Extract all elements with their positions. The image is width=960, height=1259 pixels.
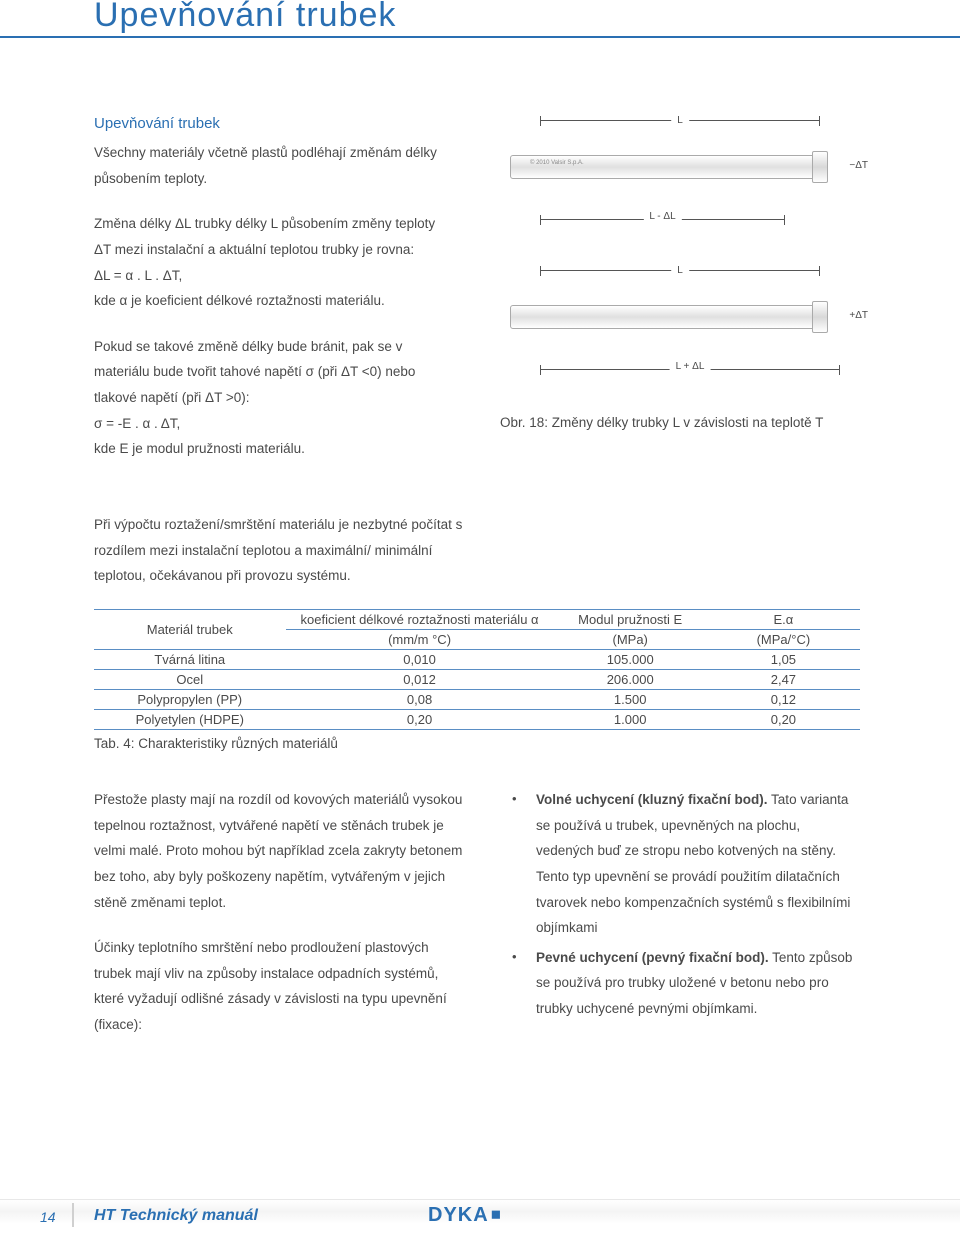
th-ea: E.α <box>707 609 860 629</box>
figure-diagram: L © 2010 Valsir S.p.A. −ΔT L - ΔL L <box>500 115 860 375</box>
table-body: Tvárná litina0,010105.0001,05 Ocel0,0122… <box>94 649 860 729</box>
figure-caption: Obr. 18: Změny délky trubky L v závislos… <box>500 415 860 430</box>
page-title: Upevňování trubek <box>94 0 396 35</box>
pipe-mark: © 2010 Valsir S.p.A. <box>530 160 584 166</box>
diamond-icon: ◆ <box>486 1204 506 1224</box>
table-row: Ocel0,012206.0002,47 <box>94 669 860 689</box>
table-caption: Tab. 4: Charakteristiky různých materiál… <box>94 736 860 751</box>
dim-label-LdL1: L - ΔL <box>643 211 681 222</box>
side-label-2: +ΔT <box>849 310 868 321</box>
eq2: σ = -E . α . ΔT, <box>94 416 180 431</box>
pipe-diagram-1: L © 2010 Valsir S.p.A. −ΔT L - ΔL <box>500 115 860 225</box>
bullet-item: Pevné uchycení (pevný fixační bod). Tent… <box>504 945 860 1022</box>
pipe-diagram-2: L +ΔT L + ΔL <box>500 265 860 375</box>
eq1: ΔL = α . L . ΔT, <box>94 268 182 283</box>
th-material: Materiál trubek <box>94 609 286 649</box>
section-heading: Upevňování trubek <box>94 115 440 132</box>
left-column: Upevňování trubek Všechny materiály včet… <box>94 115 440 482</box>
table-row: Polypropylen (PP)0,081.5000,12 <box>94 689 860 709</box>
footer-title: HT Technický manuál <box>94 1207 258 1225</box>
dim-label-L2: L <box>671 265 689 276</box>
page-footer: 14 HT Technický manuál DYKA◆ <box>0 1199 960 1259</box>
table-row: Polyetylen (HDPE)0,201.0000,20 <box>94 709 860 729</box>
bullet-bold: Volné uchycení (kluzný fixační bod). <box>536 792 768 807</box>
page-number: 14 <box>40 1209 56 1225</box>
bottom-right-col: Volné uchycení (kluzný fixační bod). Tat… <box>504 787 860 1058</box>
materials-table: Materiál trubek koeficient délkové rozta… <box>94 609 860 730</box>
dim-label-LdL2: L + ΔL <box>670 361 711 372</box>
bullet-list: Volné uchycení (kluzný fixační bod). Tat… <box>504 787 860 1022</box>
paragraph-intro: Všechny materiály včetně plastů podléhaj… <box>94 140 440 191</box>
dim-label-L1: L <box>671 115 689 126</box>
th-alpha-unit: (mm/m °C) <box>286 629 554 649</box>
paragraph-effects: Účinky teplotního smrštění nebo prodlouž… <box>94 935 464 1038</box>
paragraph-formula2: Pokud se takové změně délky bude bránit,… <box>94 334 440 462</box>
table-row: Tvárná litina0,010105.0001,05 <box>94 649 860 669</box>
eq1-note: kde α je koeficient délkové roztažnosti … <box>94 293 385 308</box>
content-area: Upevňování trubek Všechny materiály včet… <box>94 115 860 1058</box>
bullet-rest: Tato varianta se používá u trubek, upevn… <box>536 792 850 935</box>
bottom-left-col: Přestože plasty mají na rozdíl od kovový… <box>94 787 464 1058</box>
th-modulus: Modul pružnosti E <box>554 609 707 629</box>
para3-text: Pokud se takové změně délky bude bránit,… <box>94 339 415 405</box>
para2-text: Změna délky ΔL trubky délky L působením … <box>94 216 435 257</box>
bullet-bold: Pevné uchycení (pevný fixační bod). <box>536 950 769 965</box>
side-label-1: −ΔT <box>849 160 868 171</box>
right-column: L © 2010 Valsir S.p.A. −ΔT L - ΔL L <box>500 115 860 482</box>
footer-rule <box>72 1203 74 1227</box>
brand-text: DYKA <box>428 1204 489 1226</box>
header-bar: Upevňování trubek <box>0 0 960 38</box>
paragraph-calc: Při výpočtu roztažení/smrštění materiálu… <box>94 512 464 589</box>
brand-logo: DYKA◆ <box>428 1204 504 1227</box>
bullet-item: Volné uchycení (kluzný fixační bod). Tat… <box>504 787 860 941</box>
th-alpha: koeficient délkové roztažnosti materiálu… <box>286 609 554 629</box>
th-ea-unit: (MPa/°C) <box>707 629 860 649</box>
eq2-note: kde E je modul pružnosti materiálu. <box>94 441 305 456</box>
paragraph-plastics: Přestože plasty mají na rozdíl od kovový… <box>94 787 464 915</box>
paragraph-formula1: Změna délky ΔL trubky délky L působením … <box>94 211 440 314</box>
th-modulus-unit: (MPa) <box>554 629 707 649</box>
